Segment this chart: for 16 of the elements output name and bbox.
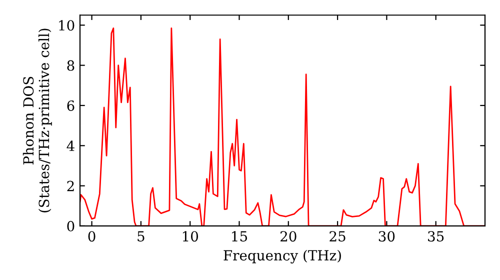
x-tick-label: 20 [280, 231, 296, 242]
x-tick-label: 30 [378, 231, 395, 242]
y-tick-label: 2 [67, 180, 74, 192]
y-tick-label: 0 [67, 220, 74, 232]
y-tick-label: 10 [59, 20, 74, 31]
y-tick-label: 8 [67, 60, 74, 71]
x-tick-label: 0 [88, 231, 96, 242]
x-tick-label: 15 [232, 231, 248, 242]
x-tick-label: 35 [428, 231, 444, 242]
x-axis-title: Frequency (THz) [224, 250, 341, 264]
y-tick-label: 6 [67, 100, 74, 111]
y-tick-label: 4 [66, 140, 74, 151]
x-tick-label: 25 [330, 231, 346, 242]
x-tick-label: 5 [138, 231, 144, 242]
y-axis-title: Phonon DOS (States/THz·primitive cell) [22, 28, 52, 212]
x-tick-label: 10 [182, 231, 198, 242]
